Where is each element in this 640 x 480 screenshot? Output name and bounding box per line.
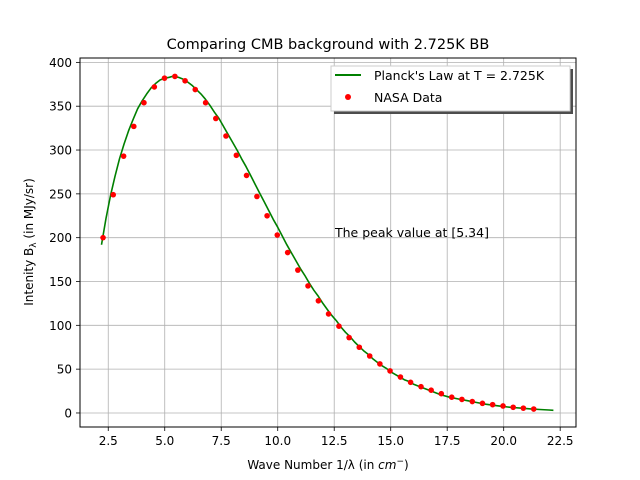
nasa-data-point xyxy=(315,297,322,304)
x-tick-label: 7.5 xyxy=(212,434,231,448)
x-axis-label: Wave Number 1/λ (in cm−) xyxy=(247,457,408,472)
nasa-data-point xyxy=(397,374,404,380)
y-axis-ticks: 0 50 100 150 200 250 300 350 400 xyxy=(49,56,80,420)
legend-label-planck: Planck's Law at T = 2.725K xyxy=(374,68,545,83)
grid xyxy=(80,58,576,427)
nasa-data-point xyxy=(377,361,383,367)
nasa-data-point xyxy=(213,115,219,122)
nasa-data-point xyxy=(295,267,301,273)
nasa-data-point xyxy=(233,152,240,159)
peak-annotation: The peak value at [5.34] xyxy=(334,225,489,240)
nasa-data-point xyxy=(418,383,424,390)
y-axis-label-suffix: (in MJy/sr) xyxy=(22,178,36,242)
x-tick-label: 22.5 xyxy=(547,434,574,448)
x-tick-label: 10.0 xyxy=(264,434,291,448)
nasa-data-point xyxy=(202,99,209,106)
x-tick-label: 20.0 xyxy=(490,434,517,448)
nasa-data-point xyxy=(100,234,106,241)
y-tick-label: 400 xyxy=(49,56,72,70)
nasa-data-point xyxy=(141,99,147,106)
nasa-data-point xyxy=(182,77,188,84)
x-tick-label: 15.0 xyxy=(377,434,404,448)
nasa-data-point xyxy=(130,123,137,130)
y-tick-label: 200 xyxy=(49,231,72,245)
y-tick-label: 0 xyxy=(64,406,72,420)
nasa-data-point xyxy=(243,172,250,179)
y-tick-label: 150 xyxy=(49,275,72,289)
nasa-data-point xyxy=(387,368,393,374)
y-tick-label: 350 xyxy=(49,100,72,114)
x-tick-label: 2.5 xyxy=(99,434,118,448)
nasa-data-point xyxy=(407,379,414,386)
nasa-data-point xyxy=(172,73,178,80)
nasa-data-point xyxy=(479,400,486,407)
legend-label-nasa: NASA Data xyxy=(374,90,442,105)
nasa-data-point xyxy=(459,396,465,403)
nasa-data-point xyxy=(438,390,445,397)
y-axis-label: Intenity Bλ (in MJy/sr) xyxy=(22,178,39,306)
nasa-data-point xyxy=(366,353,373,359)
x-tick-label: 17.5 xyxy=(434,434,461,448)
nasa-data-point xyxy=(192,86,199,93)
nasa-data-point xyxy=(254,193,260,200)
nasa-data-point xyxy=(110,191,117,198)
nasa-data-point xyxy=(346,334,352,341)
y-tick-label: 50 xyxy=(57,363,72,377)
x-tick-label: 5.0 xyxy=(155,434,174,448)
nasa-data-point xyxy=(151,84,158,90)
nasa-data-point xyxy=(284,249,291,256)
nasa-data-point xyxy=(274,232,281,238)
nasa-data-point xyxy=(264,212,270,219)
nasa-data-point xyxy=(120,153,127,159)
nasa-data-points xyxy=(100,73,537,412)
nasa-data-point xyxy=(161,75,168,81)
x-tick-label: 12.5 xyxy=(321,434,348,448)
nasa-data-point xyxy=(500,403,506,409)
legend-point-swatch xyxy=(345,94,351,100)
x-axis-label-unit: cm xyxy=(378,458,396,472)
nasa-data-point xyxy=(510,404,516,411)
nasa-data-point xyxy=(356,344,363,351)
x-axis-label-suffix: ) xyxy=(404,458,409,472)
y-tick-label: 300 xyxy=(49,144,72,158)
nasa-data-point xyxy=(530,406,537,412)
y-tick-label: 250 xyxy=(49,187,72,201)
nasa-data-point xyxy=(305,283,311,289)
y-axis-label-prefix: Intenity B xyxy=(22,248,36,306)
nasa-data-point xyxy=(520,405,527,411)
chart-title: Comparing CMB background with 2.725K BB xyxy=(167,37,490,53)
nasa-data-point xyxy=(325,311,332,317)
nasa-data-point xyxy=(489,401,496,408)
legend: Planck's Law at T = 2.725K NASA Data xyxy=(330,65,573,114)
x-axis-label-prefix: Wave Number 1/λ (in xyxy=(247,458,378,472)
nasa-data-point xyxy=(469,398,476,405)
legend-box xyxy=(330,65,571,112)
x-axis-ticks: 2.5 5.0 7.5 10.0 12.5 15.0 17.5 20.0 22.5 xyxy=(99,427,574,448)
plot-frame xyxy=(79,57,577,428)
x-axis-label-sup: − xyxy=(396,457,404,467)
y-axis-label-sub: λ xyxy=(29,242,39,248)
nasa-data-point xyxy=(336,323,342,330)
nasa-data-point xyxy=(428,387,434,393)
nasa-data-point xyxy=(223,133,229,139)
nasa-data-point xyxy=(448,394,455,400)
y-tick-label: 100 xyxy=(49,319,72,333)
